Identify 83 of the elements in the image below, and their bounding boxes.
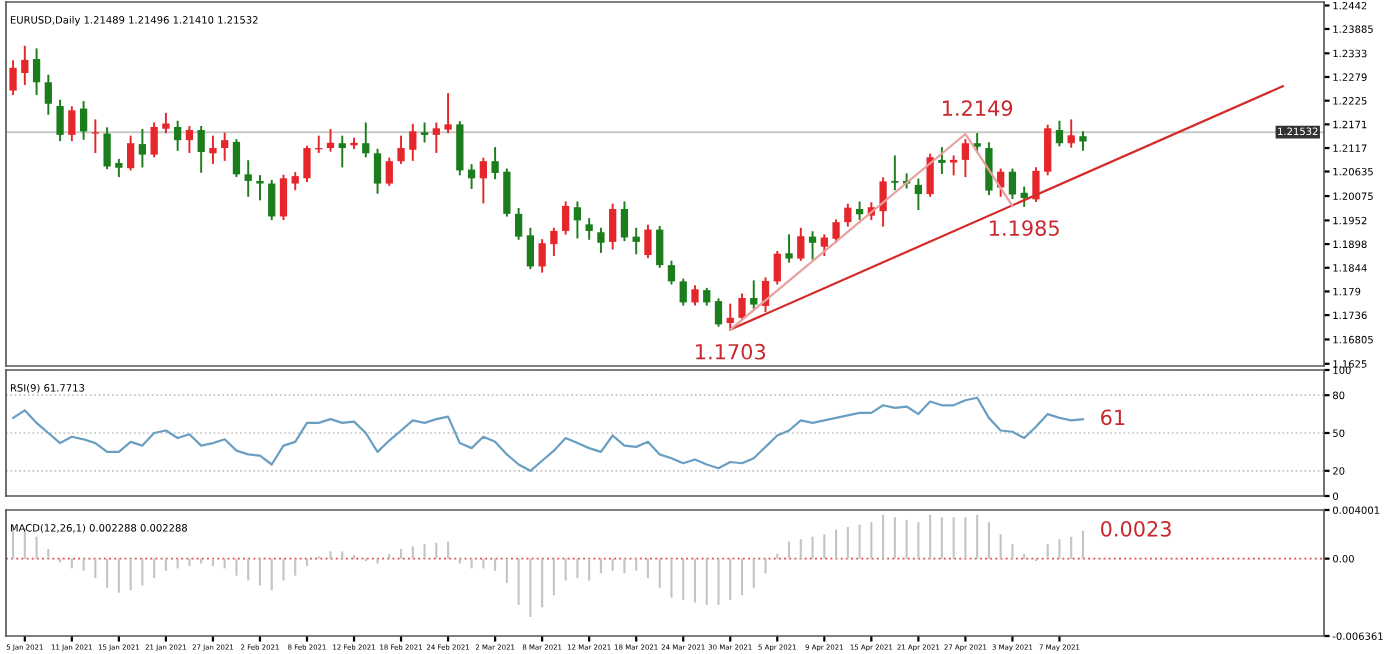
candlestick	[326, 129, 335, 152]
candlestick	[691, 285, 699, 306]
candlestick	[338, 135, 346, 168]
candlestick	[926, 153, 934, 197]
candlestick	[197, 126, 205, 173]
candlestick	[32, 48, 41, 96]
candlestick	[938, 147, 946, 175]
candlestick	[573, 201, 582, 239]
candlestick	[609, 203, 617, 250]
candlestick	[550, 227, 558, 257]
candlestick	[268, 179, 276, 221]
candlestick	[808, 231, 817, 260]
candlestick	[667, 260, 676, 285]
candlestick	[21, 45, 29, 85]
annotation: 61	[1101, 409, 1125, 426]
candlestick	[879, 177, 887, 227]
candlestick	[432, 122, 440, 153]
candlestick	[1067, 119, 1075, 148]
candlestick	[514, 208, 523, 240]
candlestick	[526, 227, 535, 270]
candlestick	[420, 122, 429, 143]
candlestick	[961, 139, 970, 178]
candlestick	[303, 145, 311, 182]
candlestick	[773, 251, 781, 285]
candlestick	[44, 74, 52, 115]
candlestick	[232, 139, 241, 178]
candlestick	[256, 175, 264, 201]
candlestick	[138, 129, 147, 168]
candlestick	[726, 303, 734, 331]
candlestick	[174, 120, 182, 151]
candlestick	[9, 60, 17, 96]
candlestick	[150, 122, 158, 158]
candlestick	[244, 160, 252, 197]
candlestick	[714, 298, 723, 327]
candlestick	[162, 112, 170, 134]
candlestick	[491, 147, 499, 180]
candlestick	[56, 99, 64, 142]
annotation: 0.0023	[1101, 520, 1171, 537]
candlestick	[91, 119, 99, 153]
candlestick	[738, 293, 746, 321]
annotation: 1.2149	[943, 100, 1013, 117]
candlestick	[362, 122, 370, 158]
candlestick	[679, 278, 687, 306]
candlestick	[620, 201, 629, 242]
candlestick	[126, 135, 135, 171]
candlestick	[444, 93, 452, 134]
candlestick	[750, 280, 758, 309]
candlestick	[385, 157, 393, 186]
candlestick	[644, 224, 652, 259]
candlestick	[68, 106, 76, 142]
candlestick	[656, 226, 664, 268]
candlestick	[221, 132, 229, 161]
candlestick	[597, 227, 605, 253]
candlestick	[79, 101, 88, 140]
candlestick	[1055, 120, 1064, 147]
line-series	[11, 396, 1085, 472]
candlestick	[503, 168, 511, 217]
candlestick	[397, 135, 405, 164]
candlestick	[832, 219, 840, 243]
candlestick	[538, 239, 546, 273]
candlestick	[479, 157, 487, 204]
candlestick	[185, 126, 194, 153]
candlestick	[820, 234, 828, 257]
candlestick	[279, 174, 288, 221]
candlestick	[562, 201, 570, 235]
candlestick	[585, 218, 593, 240]
candlestick	[1044, 124, 1052, 176]
candlestick	[209, 135, 217, 164]
candlestick	[1032, 167, 1040, 203]
candlestick	[950, 155, 958, 176]
candlestick	[785, 234, 793, 263]
annotation: 1.1985	[990, 220, 1059, 236]
candlestick	[844, 203, 852, 227]
candlestick	[632, 227, 640, 255]
candlestick	[409, 123, 417, 161]
candlestick	[891, 155, 899, 191]
candlestick	[373, 148, 382, 194]
candlestick	[103, 127, 111, 170]
candlestick	[1008, 168, 1017, 199]
candlestick	[797, 227, 805, 261]
annotation: 1.1703	[696, 343, 766, 360]
candlestick	[456, 121, 464, 176]
candlestick	[914, 178, 923, 210]
